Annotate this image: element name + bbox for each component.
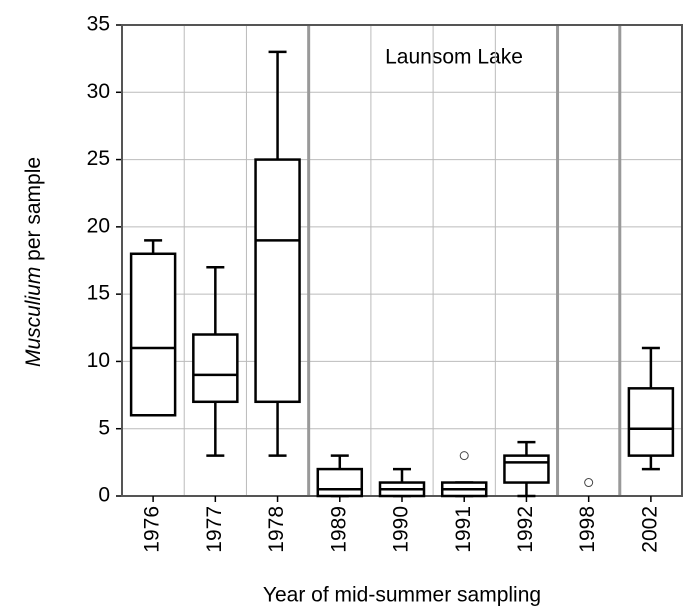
- outlier: [584, 478, 594, 488]
- x-tick-label: 1998: [576, 506, 599, 553]
- y-tick-label: 25: [87, 147, 110, 170]
- annotation: Launsom Lake: [385, 46, 523, 69]
- y-axis-label-rest: per sample: [22, 157, 45, 261]
- y-tick-label: 5: [98, 416, 110, 439]
- x-tick-label: 1978: [265, 506, 288, 553]
- plot-frame: [121, 24, 683, 497]
- x-tick-label: 1989: [327, 506, 350, 553]
- y-tick-label: 30: [87, 80, 110, 103]
- x-tick-label: 1976: [141, 506, 164, 553]
- x-axis-label: Year of mid-summer sampling: [263, 584, 541, 607]
- y-tick-label: 0: [98, 484, 110, 507]
- y-axis-label: Musculium per sample: [22, 157, 45, 367]
- y-tick-label: 15: [87, 282, 110, 305]
- box: [254, 158, 301, 404]
- box: [129, 252, 177, 417]
- x-tick-label: 2002: [638, 506, 661, 553]
- y-tick-label: 10: [87, 349, 110, 372]
- box: [627, 387, 675, 457]
- x-tick-label: 1990: [390, 506, 413, 553]
- y-tick-label: 35: [87, 13, 110, 36]
- x-tick-label: 1991: [452, 506, 475, 553]
- box: [316, 467, 364, 498]
- x-tick-label: 1992: [514, 506, 537, 553]
- box: [503, 454, 550, 484]
- box: [192, 333, 239, 404]
- y-tick-label: 20: [87, 214, 110, 237]
- x-tick-label: 1977: [203, 506, 226, 553]
- outlier: [459, 451, 469, 461]
- y-axis-label-italic: Musculium: [22, 267, 45, 367]
